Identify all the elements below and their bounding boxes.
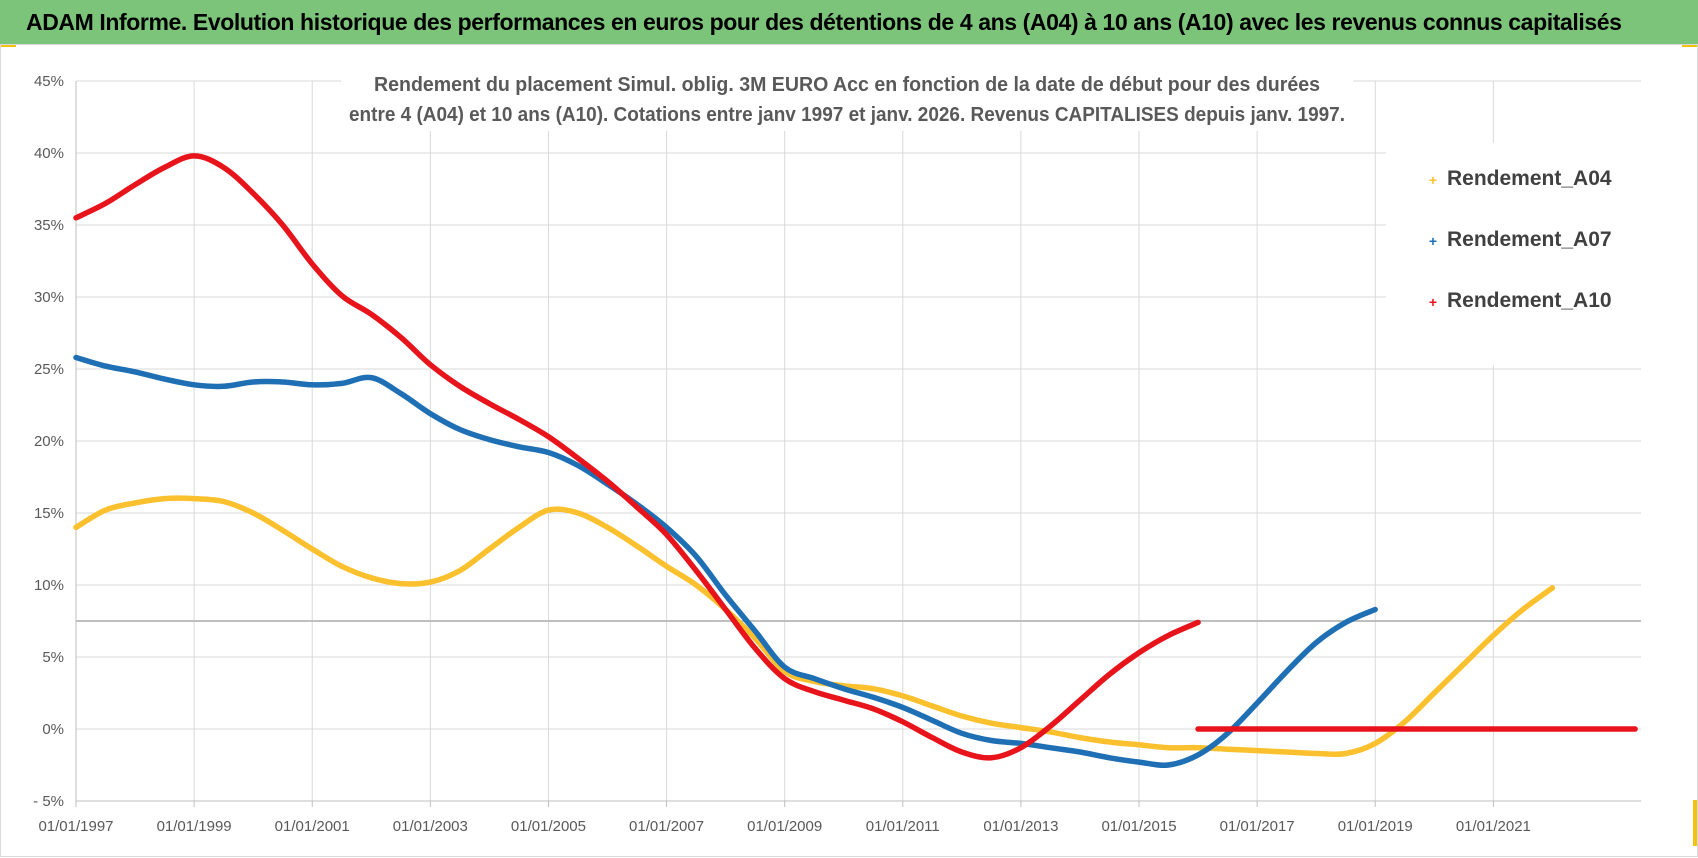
y-tick-label: 0% bbox=[42, 721, 64, 738]
page-title: ADAM Informe. Evolution historique des p… bbox=[26, 8, 1622, 35]
legend: + Rendement_A04 + Rendement_A07 + Rendement_A… bbox=[1386, 143, 1644, 365]
x-tick-label: 01/01/1999 bbox=[157, 818, 232, 835]
x-tick-label: 01/01/2007 bbox=[629, 818, 704, 835]
legend-background bbox=[1386, 143, 1644, 365]
series-rendement-a04 bbox=[73, 495, 1556, 758]
page-title-banner: ADAM Informe. Evolution historique des p… bbox=[0, 0, 1698, 44]
corner-mark-bottom-right bbox=[1693, 800, 1697, 846]
series-layer bbox=[73, 153, 1638, 769]
legend-label: Rendement_A07 bbox=[1447, 228, 1612, 251]
x-tick-label: 01/01/2011 bbox=[866, 818, 940, 835]
chart-title-line-2: entre 4 (A04) et 10 ans (A10). Cotations… bbox=[349, 104, 1345, 126]
y-tick-label: 30% bbox=[34, 289, 64, 306]
legend-marker-icon: + bbox=[1429, 172, 1437, 188]
legend-label: Rendement_A04 bbox=[1447, 167, 1612, 190]
legend-marker-icon: + bbox=[1429, 233, 1437, 249]
legend-label: Rendement_A10 bbox=[1447, 289, 1612, 312]
y-tick-label: 45% bbox=[34, 73, 64, 90]
legend-marker-icon: + bbox=[1429, 294, 1437, 310]
y-tick-label: - 5% bbox=[33, 793, 64, 810]
chart-title: Rendement du placement Simul. oblig. 3M … bbox=[341, 65, 1353, 131]
series-rendement-a07 bbox=[73, 354, 1378, 769]
y-tick-label: 25% bbox=[34, 361, 64, 378]
chart-area: - 5% 0% 5% 10% 15% 20% 25% 30% 35% 40% 45% 01/01/19… bbox=[0, 44, 1698, 857]
series-rendement-a10 bbox=[73, 153, 1201, 761]
x-tick-label: 01/01/2001 bbox=[275, 818, 350, 835]
y-tick-label: 35% bbox=[34, 217, 64, 234]
performance-chart: - 5% 0% 5% 10% 15% 20% 25% 30% 35% 40% 45% 01/01/19… bbox=[33, 65, 1644, 835]
x-tick-label: 01/01/2019 bbox=[1338, 818, 1413, 835]
x-tick-label: 01/01/2003 bbox=[393, 818, 468, 835]
x-tick-label: 01/01/1997 bbox=[38, 818, 113, 835]
y-tick-label: 5% bbox=[42, 649, 64, 666]
chart-title-line-1: Rendement du placement Simul. oblig. 3M … bbox=[374, 74, 1320, 96]
x-tick-label: 01/01/2005 bbox=[511, 818, 586, 835]
chart-title-background bbox=[341, 65, 1353, 131]
corner-mark-top-right bbox=[1682, 44, 1698, 47]
y-tick-label: 40% bbox=[34, 145, 64, 162]
axis-layer: - 5% 0% 5% 10% 15% 20% 25% 30% 35% 40% 45% 01/01/19… bbox=[33, 73, 1641, 835]
x-tick-label: 01/01/2013 bbox=[983, 818, 1058, 835]
x-tick-label: 01/01/2015 bbox=[1101, 818, 1176, 835]
y-tick-label: 10% bbox=[34, 577, 64, 594]
x-tick-label: 01/01/2009 bbox=[747, 818, 822, 835]
corner-mark-top-left bbox=[0, 44, 16, 47]
y-tick-label: 20% bbox=[34, 433, 64, 450]
y-tick-label: 15% bbox=[34, 505, 64, 522]
x-tick-label: 01/01/2017 bbox=[1220, 818, 1295, 835]
x-tick-label: 01/01/2021 bbox=[1456, 818, 1531, 835]
